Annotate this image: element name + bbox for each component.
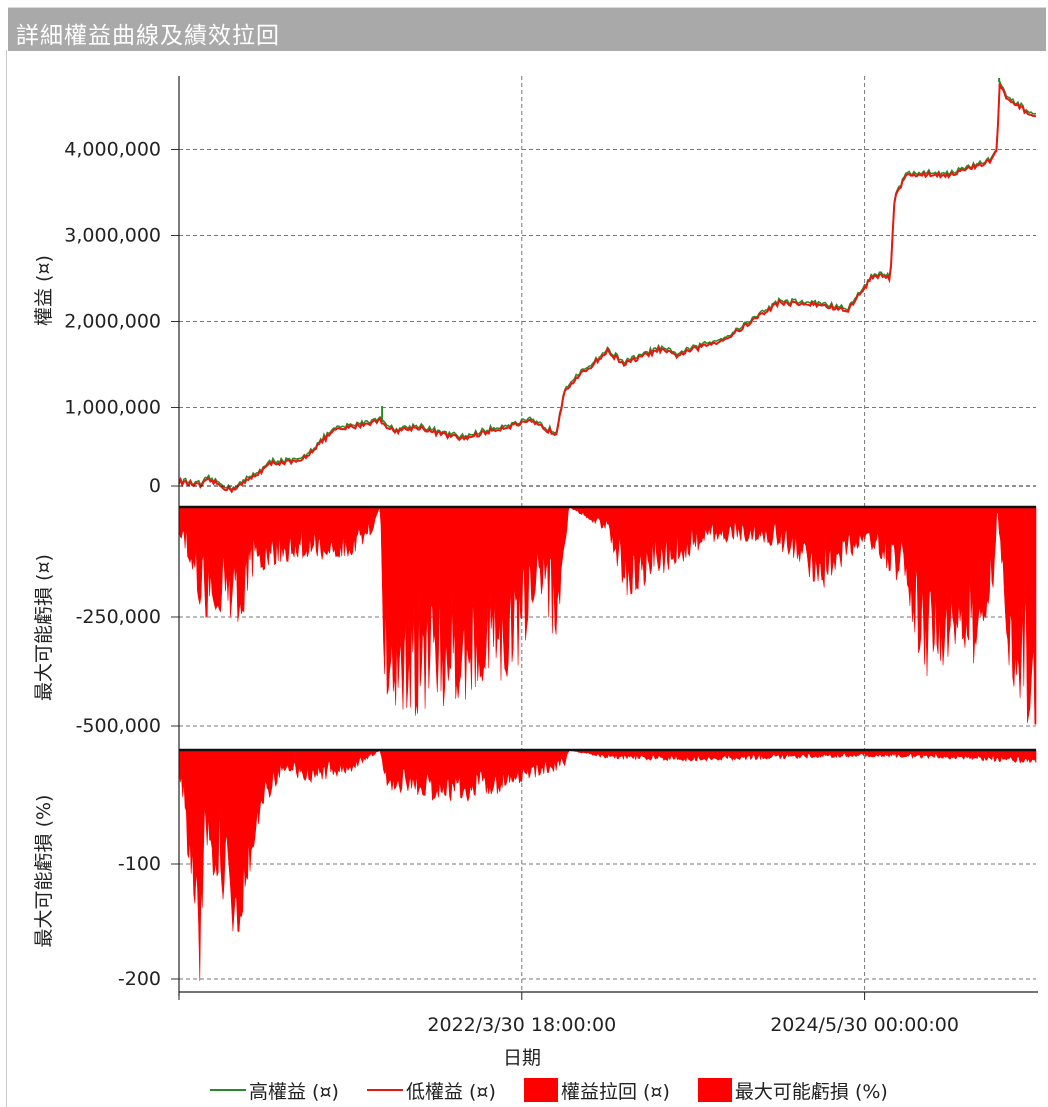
y-tick-label: 0: [149, 475, 161, 497]
y-axis-label: 最大可能虧損 (%): [33, 795, 55, 948]
y-tick-label: 4,000,000: [64, 139, 161, 161]
y-tick-label: 2,000,000: [64, 311, 161, 333]
y-tick-label: -500,000: [76, 715, 161, 737]
y-tick-label: 3,000,000: [64, 225, 161, 247]
y-tick-label: -200: [118, 968, 161, 990]
legend-item: 低權益 (¤): [366, 1077, 496, 1104]
chart-legend: 高權益 (¤) 低權益 (¤) 權益拉回 (¤) 最大可能虧損 (%): [210, 1076, 916, 1104]
legend-swatch: [210, 1089, 246, 1091]
percent-drawdown-area: [178, 749, 1037, 982]
legend-label: 高權益 (¤): [249, 1080, 339, 1103]
legend-item: 最大可能虧損 (%): [697, 1077, 888, 1104]
legend-label: 權益拉回 (¤): [560, 1080, 670, 1103]
legend-swatch: [366, 1089, 403, 1091]
y-tick-label: 1,000,000: [64, 397, 161, 419]
y-axis-label: 權益 (¤): [33, 255, 55, 326]
high-equity-line: [178, 81, 1037, 492]
legend-label: 最大可能虧損 (%): [734, 1080, 888, 1103]
x-tick-label: 2022/3/30 18:00:00: [427, 1014, 616, 1036]
low-equity-line: [178, 83, 1037, 494]
chart-title: 詳細權益曲線及績效拉回: [16, 23, 280, 49]
x-axis-label: 日期: [503, 1047, 541, 1069]
x-tick-label: 2024/5/30 00:00:00: [770, 1014, 959, 1036]
legend-item: 權益拉回 (¤): [523, 1077, 670, 1104]
legend-item: 高權益 (¤): [210, 1077, 339, 1104]
frame-border: [6, 50, 7, 1107]
legend-swatch: [523, 1078, 558, 1102]
legend-label: 低權益 (¤): [405, 1080, 496, 1103]
chart-title-bar: 詳細權益曲線及績效拉回: [8, 7, 1046, 51]
y-axis-label: 最大可能虧損 (¤): [33, 554, 55, 701]
y-tick-label: -250,000: [76, 606, 161, 628]
y-tick-label: -100: [118, 853, 161, 875]
equity-drawdown-area: [178, 506, 1037, 725]
legend-swatch: [697, 1078, 732, 1102]
